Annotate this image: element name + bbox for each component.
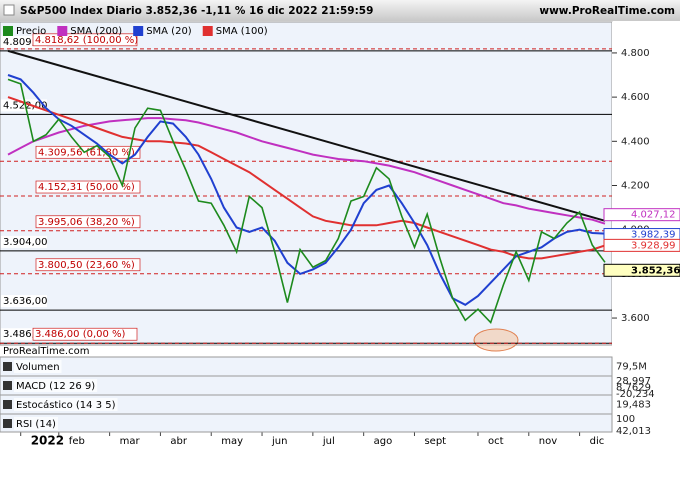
indicator-name: Estocástico (14 3 5) — [16, 399, 116, 411]
fib-label: 3.995,06 (38,20 %) — [38, 217, 135, 228]
sma-line — [7, 74, 606, 306]
sma-line — [7, 96, 606, 260]
fib-box — [35, 180, 141, 194]
level-box — [1, 99, 47, 112]
header-bar — [0, 0, 680, 21]
right-axis — [612, 22, 680, 432]
value-tag-label: 3.982,39 — [631, 230, 676, 241]
x-tick-label: sept — [424, 436, 446, 447]
legend-swatch — [133, 26, 144, 36]
level-box — [1, 295, 47, 308]
site: www.ProRealTime.com — [539, 5, 675, 17]
trendline — [7, 49, 606, 222]
indicator-value: -20,234 — [616, 389, 655, 400]
indicator-icon — [3, 381, 12, 390]
indicator-value: 42,013 — [616, 426, 651, 437]
value-tag-label: 3.852,36 — [631, 265, 680, 276]
indicator-name-bg — [14, 417, 58, 430]
legend-swatch — [3, 26, 13, 36]
fib-box — [35, 145, 141, 159]
level-label: 3.904,00 — [3, 237, 48, 248]
value-tag — [603, 208, 680, 222]
y-tick-label: 4.600 — [621, 92, 650, 103]
y-tick-label: 3.600 — [621, 313, 650, 324]
price-line — [7, 78, 606, 325]
x-tick-label: mar — [120, 436, 141, 447]
level-label: 3.636,00 — [3, 296, 48, 307]
fib-box — [32, 327, 138, 341]
legend-swatch — [57, 26, 68, 36]
sma-line — [7, 117, 606, 225]
x-tick-label: 2022 — [31, 434, 64, 448]
indicator-icon — [3, 400, 12, 409]
fib-label: 3.800,50 (23,60 %) — [38, 260, 135, 271]
fib-label: 4.309,56 (61,80 %) — [38, 147, 135, 158]
legend-swatch — [202, 26, 213, 36]
indicator-icon — [3, 419, 12, 428]
x-tick-label: jul — [322, 436, 335, 447]
indicator-name-bg — [14, 360, 62, 373]
x-tick-label: dic — [590, 436, 605, 447]
x-tick-label: ago — [374, 436, 393, 447]
indicator-panel — [0, 356, 613, 377]
level-label: 3.486,00 — [3, 329, 48, 340]
indicator-value: 79,5M — [616, 362, 647, 373]
watermark: ProRealTime.com — [3, 346, 89, 357]
fib-label: 4.152,31 (50,00 %) — [38, 182, 135, 193]
indicator-name-bg — [14, 398, 118, 411]
chart-title: S&P500 Index Diario 3.852,36 -1,11 % 16 … — [20, 5, 373, 17]
x-tick-label: jun — [271, 436, 287, 447]
menu-icon[interactable] — [3, 4, 15, 16]
indicator-value: 28,997 — [616, 376, 651, 387]
y-tick-label: 4.800 — [621, 48, 650, 59]
y-tick-label: 4.200 — [621, 180, 650, 191]
x-tick-label: nov — [539, 436, 557, 447]
legend-label: SMA (100) — [216, 26, 268, 37]
y-tick-label: 4.400 — [621, 136, 650, 147]
indicator-name-bg — [14, 379, 98, 392]
fib-label: 3.486,00 (0,00 %) — [35, 329, 126, 340]
x-tick-label: may — [221, 436, 243, 447]
indicator-value: 8,7629 — [616, 383, 651, 394]
legend-label: Precio — [16, 26, 46, 37]
fib-box — [35, 215, 141, 229]
x-tick-label: oct — [488, 436, 504, 447]
value-tag — [603, 238, 680, 252]
value-tag — [603, 263, 680, 277]
indicator-value: 19,483 — [616, 400, 651, 411]
legend-label: SMA (200) — [70, 26, 122, 37]
legend-label: SMA (20) — [146, 26, 192, 37]
indicator-name: Volumen — [16, 362, 60, 373]
value-tag-label: 4.027,12 — [631, 210, 676, 221]
x-axis — [0, 432, 680, 480]
indicator-icon — [3, 362, 12, 371]
indicator-value: 100 — [616, 414, 635, 425]
fib-box — [32, 33, 138, 47]
indicator-panel — [0, 413, 613, 433]
level-box — [1, 235, 47, 248]
value-tag-label: 3.928,99 — [631, 240, 676, 251]
fib-box — [35, 258, 141, 272]
level-label: 4.809,20 — [3, 37, 48, 48]
x-tick-label: abr — [170, 436, 187, 447]
indicator-name: RSI (14) — [16, 419, 56, 430]
highlight — [473, 328, 519, 352]
fib-label: 4.818,62 (100,00 %) — [35, 35, 138, 46]
indicator-name: MACD (12 26 9) — [16, 381, 95, 392]
x-tick-label: feb — [69, 436, 85, 447]
